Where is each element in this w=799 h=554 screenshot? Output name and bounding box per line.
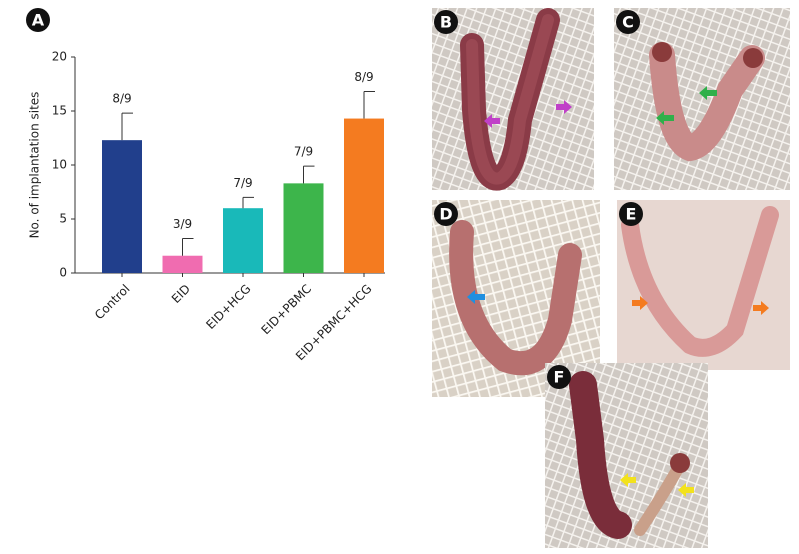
error-bar <box>363 91 375 119</box>
photo-d: D <box>432 200 600 397</box>
bar-annotation: 8/9 <box>112 92 131 106</box>
bar <box>162 255 203 273</box>
bar-annotation: 7/9 <box>294 145 313 159</box>
bar <box>283 183 324 273</box>
error-bar <box>303 165 315 184</box>
panel-label: B <box>440 13 452 32</box>
panel-marker <box>26 8 50 32</box>
error-bar <box>182 237 194 256</box>
x-tick-label: EID <box>169 282 193 306</box>
bar-annotation: 3/9 <box>173 217 192 231</box>
bar <box>102 140 142 273</box>
y-axis-label: No. of implantation sites <box>28 92 42 239</box>
panel-label: D <box>439 205 452 224</box>
photo-f: F <box>545 363 708 548</box>
bar <box>344 118 384 273</box>
photo-c: C <box>614 8 790 190</box>
error-bar <box>121 112 133 141</box>
photo-e: E <box>617 200 790 370</box>
y-tick-label: 10 <box>52 158 67 172</box>
y-tick-label: 15 <box>52 104 67 118</box>
y-tick-label: 20 <box>52 50 67 64</box>
panel-label: F <box>554 368 565 387</box>
error-bar <box>242 196 254 209</box>
x-tick-label: EID+HCG <box>203 282 253 332</box>
plot: 0 5 10 15 20 Control 8/9 EID 3/9 EID+HCG 7/9 EID+PB… <box>52 50 384 363</box>
y-tick-label: 0 <box>59 266 67 280</box>
panel-label: C <box>622 13 634 32</box>
bar-annotation: 7/9 <box>233 176 252 190</box>
x-tick-label: Control <box>92 282 133 323</box>
x-tick-label: EID+PBMC <box>258 282 314 338</box>
y-tick-label: 5 <box>59 212 67 226</box>
panel-label: A <box>32 11 45 30</box>
bar <box>223 208 263 273</box>
bar-annotation: 8/9 <box>354 70 373 84</box>
panel-label: E <box>626 205 637 224</box>
photo-b: B <box>432 8 594 191</box>
